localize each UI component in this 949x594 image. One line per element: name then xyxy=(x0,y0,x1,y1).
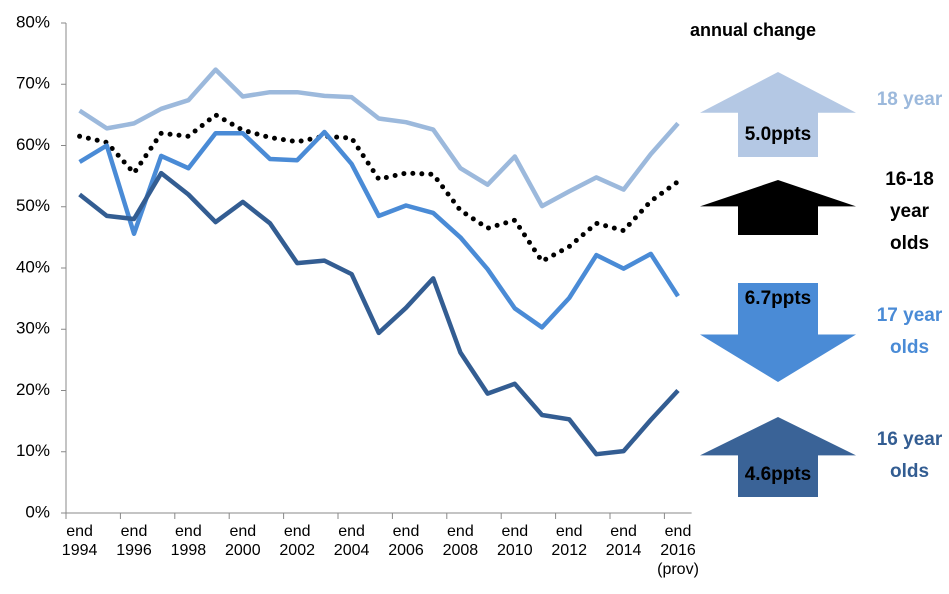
change-arrow xyxy=(700,180,856,235)
y-tick-label: 10% xyxy=(16,441,50,460)
x-tick-label: end 2000 xyxy=(225,523,261,559)
series-label: 16 year olds xyxy=(876,429,943,482)
change-label: 6.7ppts xyxy=(745,288,812,309)
x-tick-label: end 1994 xyxy=(61,523,98,559)
y-tick-label: 80% xyxy=(16,12,50,31)
x-tick-label: end 2004 xyxy=(333,523,370,559)
x-tick-label: end 2008 xyxy=(442,523,479,559)
change-label: 5.0ppts xyxy=(745,124,812,145)
change-arrow xyxy=(700,72,856,157)
series-label: 18 year xyxy=(876,89,943,110)
annotation: annual change xyxy=(690,20,816,40)
y-tick-label: 50% xyxy=(16,196,50,215)
x-tick-label: end 2002 xyxy=(279,523,315,559)
series-line xyxy=(78,129,680,330)
y-tick-label: 20% xyxy=(16,380,50,399)
y-tick-label: 60% xyxy=(16,135,50,154)
x-tick-label: end 2016 (prov) xyxy=(657,523,699,578)
series-line xyxy=(78,67,680,209)
change-label: 2.7ppts xyxy=(745,202,812,223)
series-line xyxy=(78,170,680,457)
y-tick-label: 70% xyxy=(16,74,50,93)
series-label: 16-18 year olds xyxy=(885,169,934,254)
change-label: 4.6ppts xyxy=(745,464,812,485)
change-arrow xyxy=(700,283,856,382)
x-tick-label: end 2012 xyxy=(551,523,587,559)
y-tick-label: 30% xyxy=(16,319,50,338)
y-tick-label: 0% xyxy=(25,502,50,521)
x-tick-label: end 2010 xyxy=(497,523,533,559)
change-arrow xyxy=(700,417,856,497)
x-tick-label: end 2006 xyxy=(388,523,424,559)
series-line xyxy=(77,112,681,264)
x-tick-label: end 1998 xyxy=(170,523,207,559)
series-label: 17 year olds xyxy=(876,305,943,358)
x-tick-label: end 1996 xyxy=(116,523,152,559)
x-tick-label: end 2014 xyxy=(605,523,642,559)
y-tick-label: 40% xyxy=(16,257,50,276)
